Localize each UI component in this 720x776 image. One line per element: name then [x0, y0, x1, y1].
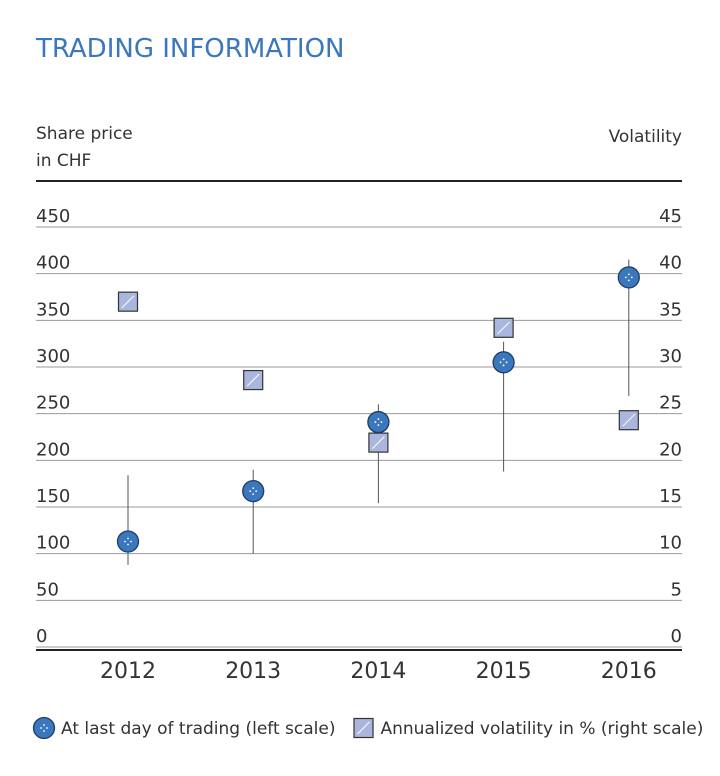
- dot-stud: [127, 537, 129, 540]
- dot-stud: [627, 273, 630, 276]
- closing-price-dot: [242, 479, 265, 503]
- square-hatch: [357, 721, 370, 735]
- legend-entry: Annualized volatility in % (right scale): [353, 717, 704, 739]
- volatility-square: [493, 317, 514, 338]
- closing-price-dot: [617, 266, 640, 289]
- y-axis-label: Share price in CHF: [36, 124, 133, 171]
- volatility-square: [353, 717, 374, 739]
- dot-stud: [627, 279, 630, 282]
- dot-body: [32, 716, 56, 740]
- closing-price-dot: [32, 716, 56, 740]
- closing-price-dot: [367, 410, 390, 434]
- square-hatch: [497, 321, 510, 335]
- y2-tick-label: 35: [659, 299, 682, 320]
- square-hatch: [372, 436, 385, 449]
- dot-stud: [374, 421, 377, 423]
- square-hatch: [622, 413, 636, 427]
- legend-entry: At last day of trading (left scale): [32, 716, 336, 740]
- x-tick-label: 2015: [476, 659, 532, 684]
- y2-tick-label: 45: [659, 206, 682, 227]
- y2-axis-label: Volatility: [609, 127, 682, 147]
- y2-tick-label: 5: [671, 579, 682, 600]
- y-tick-label: 350: [36, 299, 70, 320]
- square-hatch: [121, 295, 135, 309]
- y2-tick-label: 25: [659, 393, 682, 414]
- y-tick-label: 150: [36, 486, 70, 507]
- x-tick-label: 2016: [601, 659, 657, 684]
- y-tick-label: 250: [36, 393, 70, 414]
- x-tick-label: 2013: [225, 659, 281, 684]
- dot-stud: [630, 276, 633, 279]
- dot-stud: [252, 493, 255, 496]
- dot-stud: [505, 361, 508, 364]
- closing-price-dot: [492, 351, 515, 374]
- dot-stud: [377, 424, 380, 426]
- legend-label: Annualized volatility in % (right scale): [381, 719, 704, 739]
- dot-stud: [46, 727, 48, 729]
- dot-body: [492, 351, 515, 374]
- x-tick-label: 2014: [350, 659, 406, 684]
- dot-stud: [252, 487, 255, 490]
- y2-tick-label: 30: [659, 346, 682, 367]
- chart-title: TRADING INFORMATION: [35, 34, 345, 64]
- y-tick-label: 0: [36, 626, 47, 647]
- dot-stud: [40, 727, 42, 729]
- dot-stud: [502, 364, 505, 367]
- dot-body: [242, 479, 265, 503]
- dot-stud: [380, 421, 383, 423]
- dot-stud: [502, 358, 505, 361]
- y-tick-label: 100: [36, 533, 70, 554]
- dot-body: [617, 266, 640, 289]
- square-hatch: [246, 373, 260, 387]
- dot-stud: [377, 418, 380, 420]
- dot-stud: [124, 540, 126, 543]
- dot-stud: [130, 540, 132, 543]
- closing-price-dot: [116, 530, 140, 553]
- dot-stud: [624, 276, 627, 279]
- dot-stud: [499, 361, 502, 364]
- dot-stud: [43, 724, 45, 726]
- y-tick-label: 450: [36, 206, 70, 227]
- y2-tick-label: 10: [659, 533, 682, 554]
- legend-label: At last day of trading (left scale): [61, 719, 336, 739]
- volatility-square: [368, 432, 389, 453]
- dot-stud: [43, 730, 45, 732]
- dot-body: [367, 410, 390, 434]
- dot-stud: [249, 490, 252, 493]
- dot-stud: [127, 543, 129, 546]
- dot-stud: [255, 490, 258, 493]
- y-tick-label: 50: [36, 579, 59, 600]
- y-tick-label: 200: [36, 439, 70, 460]
- volatility-square: [618, 410, 639, 431]
- volatility-square: [117, 291, 139, 312]
- y2-tick-label: 15: [659, 486, 682, 507]
- volatility-square: [243, 369, 264, 391]
- y2-tick-label: 0: [671, 626, 682, 647]
- y2-tick-label: 20: [659, 439, 682, 460]
- y2-tick-label: 40: [659, 253, 682, 274]
- x-tick-label: 2012: [100, 659, 156, 684]
- dot-body: [116, 530, 140, 553]
- y-tick-label: 300: [36, 346, 70, 367]
- y-tick-label: 400: [36, 253, 70, 274]
